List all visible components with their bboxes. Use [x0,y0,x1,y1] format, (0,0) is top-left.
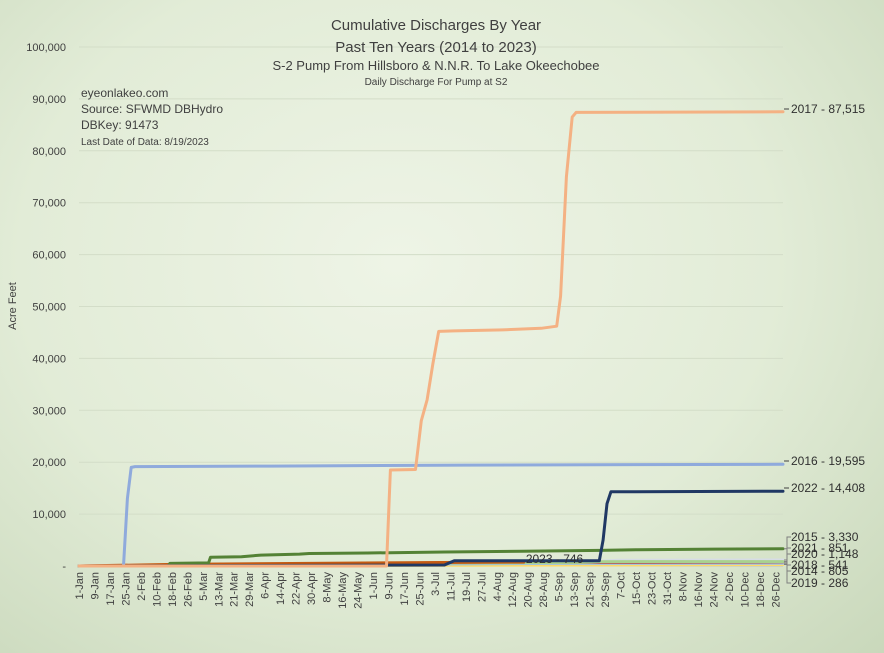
x-tick-label: 9-Jun [383,572,395,600]
y-tick-label: 30,000 [32,405,66,417]
y-tick-label: 60,000 [32,250,66,262]
end-label-2021: 2021 - 851 [791,541,849,555]
series-line-2017 [77,110,785,568]
x-tick-label: 8-Nov [677,572,689,602]
x-tick-label: 18-Feb [167,572,179,607]
x-tick-label: 26-Feb [182,572,194,607]
x-tick-label: 10-Dec [739,572,751,608]
chart-title: Cumulative Discharges By Year [331,17,541,34]
end-labels: 2016 - 19,595 2017 - 87,515 2022 - 14,408 2… [526,102,866,590]
x-tick-label: 29-Mar [244,572,256,607]
end-label-2016: 2016 - 19,595 [791,454,865,468]
series-line-2022 [77,489,785,568]
y-tick-label: 10,000 [32,509,66,521]
y-tick-label: 100,000 [26,42,66,54]
y-tick-label: 90,000 [32,94,66,106]
x-tick-label: 13-Mar [213,572,225,607]
x-tick-label: 19-Jul [461,572,473,602]
info-dbkey: DBKey: 91473 [81,118,159,132]
x-tick-label: 1-Jun [368,572,380,600]
x-tick-label: 5-Sep [554,572,566,601]
y-tick-label: 20,000 [32,457,66,469]
x-tick-label: 28-Aug [538,572,550,607]
x-tick-label: 24-Nov [708,572,720,608]
chart-subtitle: Past Ten Years (2014 to 2023) [335,39,537,56]
x-tick-label: 8-May [322,572,334,603]
x-axis-ticks: 1-Jan 9-Jan 17-Jan 25-Jan 2-Feb 10-Feb 18-Feb 2… [74,572,782,609]
x-tick-label: 9-Jan [89,572,101,600]
x-tick-label: 21-Mar [229,572,241,607]
x-tick-label: 23-Oct [646,572,658,605]
y-tick-label: 70,000 [32,198,66,210]
x-tick-label: 2-Dec [724,572,736,602]
x-tick-label: 25-Jun [414,572,426,606]
x-tick-label: 10-Feb [151,572,163,607]
end-label-2017: 2017 - 87,515 [791,102,865,116]
end-label-2019: 2019 - 286 [791,576,849,590]
end-label-2020: 2020 - 1,148 [791,547,859,561]
x-tick-label: 22-Apr [291,572,303,605]
x-tick-label: 21-Sep [585,572,597,607]
info-last-date: Last Date of Data: 8/19/2023 [81,137,209,148]
gridlines [79,46,783,567]
chart-subtitle-daily: Daily Discharge For Pump at S2 [365,77,508,88]
chart-subtitle-pump: S-2 Pump From Hillsboro & N.N.R. To Lake… [272,58,599,73]
series-lines [77,110,785,568]
x-tick-label: 26-Dec [770,572,782,608]
x-tick-label: 3-Jul [430,572,442,596]
x-tick-label: 13-Sep [569,572,581,607]
end-label-2023: 2023 - 746 [526,552,584,566]
end-label-2015: 2015 - 3,330 [791,530,859,544]
x-tick-label: 24-May [353,572,365,609]
x-tick-label: 27-Jul [476,572,488,602]
x-tick-label: 18-Dec [755,572,767,608]
leader-line [784,536,791,550]
leader-line [784,553,791,561]
end-label-2014: 2014 - 805 [791,564,849,578]
series-line-2016 [77,462,785,568]
end-label-2018: 2018 - 541 [791,558,849,572]
y-tick-label: 50,000 [32,302,66,314]
info-website: eyeonlakeo.com [81,86,168,100]
x-tick-label: 15-Oct [631,572,643,605]
x-tick-label: 7-Oct [616,572,628,599]
x-tick-label: 16-Nov [693,572,705,608]
x-tick-label: 17-Jun [399,572,411,606]
info-source: Source: SFWMD DBHydro [81,102,223,116]
x-tick-label: 29-Sep [600,572,612,607]
x-tick-label: 25-Jan [120,572,132,606]
x-tick-label: 20-Aug [523,572,535,607]
x-tick-label: 1-Jan [74,572,86,600]
y-tick-label: - [62,561,66,573]
end-label-2022: 2022 - 14,408 [791,481,865,495]
series-line-2015 [77,547,785,568]
x-tick-label: 2-Feb [136,572,148,601]
y-axis-ticks: - 10,000 20,000 30,000 40,000 50,000 60,000 70,… [26,42,66,573]
y-tick-label: 80,000 [32,146,66,158]
x-tick-label: 17-Jan [105,572,117,606]
x-tick-label: 30-Apr [306,572,318,605]
x-tick-label: 11-Jul [445,572,457,601]
leader-line [784,564,791,584]
y-tick-label: 40,000 [32,353,66,365]
x-tick-label: 12-Aug [507,572,519,607]
x-tick-label: 16-May [337,572,349,609]
x-tick-label: 4-Aug [492,572,504,601]
x-tick-label: 5-Mar [198,572,210,601]
x-tick-label: 14-Apr [275,572,287,605]
x-tick-label: 6-Apr [260,572,272,599]
y-axis-label: Acre Feet [7,282,19,330]
x-tick-label: 31-Oct [662,572,674,605]
